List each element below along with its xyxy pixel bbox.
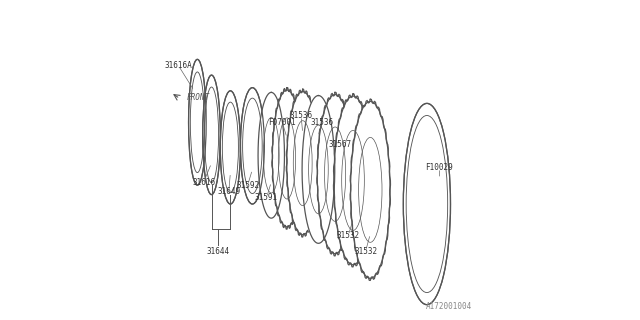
Text: FRONT: FRONT xyxy=(186,92,209,102)
Text: F10029: F10029 xyxy=(426,164,453,172)
Text: 31644: 31644 xyxy=(206,247,229,256)
Text: 31536: 31536 xyxy=(310,118,333,127)
Text: 31592: 31592 xyxy=(236,181,259,190)
Ellipse shape xyxy=(189,60,206,185)
Text: 31536: 31536 xyxy=(289,111,313,120)
Ellipse shape xyxy=(287,92,319,235)
Ellipse shape xyxy=(203,75,220,195)
Text: 31616: 31616 xyxy=(192,178,215,187)
Text: A172001004: A172001004 xyxy=(426,302,472,311)
Text: 31532: 31532 xyxy=(354,247,377,256)
Ellipse shape xyxy=(403,103,451,305)
Text: 31532: 31532 xyxy=(337,231,360,240)
Text: 31616A: 31616A xyxy=(164,61,193,70)
Ellipse shape xyxy=(334,96,372,265)
Polygon shape xyxy=(302,96,335,243)
Text: 31591: 31591 xyxy=(255,193,278,202)
Ellipse shape xyxy=(317,95,353,254)
Polygon shape xyxy=(258,92,284,218)
Ellipse shape xyxy=(241,88,264,204)
Text: 31567: 31567 xyxy=(329,140,352,149)
Ellipse shape xyxy=(351,101,390,278)
Text: 31649: 31649 xyxy=(217,187,241,196)
Ellipse shape xyxy=(220,91,241,204)
Text: F07001: F07001 xyxy=(268,118,296,127)
Ellipse shape xyxy=(273,90,301,227)
